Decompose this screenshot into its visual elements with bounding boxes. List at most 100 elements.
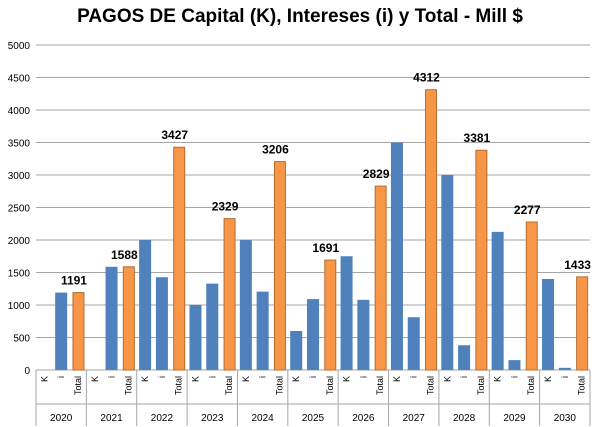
sub-category-label: Total [224, 376, 234, 395]
y-tick-label: 1500 [8, 269, 31, 280]
bar-i [458, 345, 471, 370]
data-label: 3427 [161, 128, 188, 142]
sub-category-label: Total [123, 376, 133, 395]
bar-k [542, 279, 555, 370]
sub-category-label: i [107, 376, 117, 378]
sub-category-label: Total [325, 376, 335, 395]
y-tick-label: 2500 [8, 204, 31, 215]
data-label: 1433 [564, 258, 591, 272]
data-label: 3381 [464, 131, 491, 145]
category-label: 2021 [100, 413, 123, 424]
y-tick-label: 500 [13, 334, 30, 345]
bar-i [357, 299, 370, 370]
bar-total [525, 221, 538, 371]
bar-i [155, 277, 168, 370]
sub-category-label: i [308, 376, 318, 378]
sub-category-label: K [392, 376, 402, 382]
sub-category-label: K [442, 376, 452, 382]
bar-i [256, 291, 269, 370]
bar-total [374, 185, 387, 371]
bar-i [307, 299, 319, 370]
category-label: 2024 [252, 413, 275, 424]
bar-total [273, 161, 286, 371]
bar-k [441, 175, 454, 370]
category-label: 2020 [50, 413, 73, 424]
bar-total [576, 276, 589, 371]
bar-i [105, 266, 118, 370]
data-label: 2829 [363, 167, 390, 181]
bar-i [55, 292, 68, 370]
sub-category-label: K [543, 376, 553, 382]
bar-total [72, 292, 85, 371]
bar-total [475, 149, 488, 371]
sub-category-label: i [157, 376, 167, 378]
data-label: 2329 [212, 200, 239, 214]
data-label: 3206 [262, 143, 289, 157]
data-label: 1691 [312, 241, 339, 255]
sub-category-label: Total [375, 376, 385, 395]
category-label: 2026 [352, 413, 375, 424]
sub-category-label: K [291, 376, 301, 382]
sub-category-label: K [190, 376, 200, 382]
bar-i [508, 360, 521, 370]
y-tick-label: 4500 [8, 74, 31, 85]
data-label: 2277 [514, 203, 541, 217]
sub-category-label: Total [274, 376, 284, 395]
bar-i [407, 317, 420, 370]
category-label: 2030 [554, 413, 577, 424]
category-label: 2028 [453, 413, 476, 424]
bar-k [390, 142, 403, 370]
sub-category-label: i [56, 376, 66, 378]
category-label: 2022 [151, 413, 174, 424]
sub-category-label: i [207, 376, 217, 378]
bar-total [122, 266, 135, 371]
bar-k [139, 240, 152, 370]
sub-category-label: K [493, 376, 503, 382]
data-label: 1191 [61, 274, 87, 288]
sub-category-label: i [409, 376, 419, 378]
sub-category-label: K [39, 376, 49, 382]
sub-category-label: i [358, 376, 368, 378]
sub-category-label: Total [174, 376, 184, 395]
chart-title: PAGOS DE Capital (K), Intereses (i) y To… [77, 6, 523, 27]
bar-i [558, 367, 571, 370]
y-tick-label: 5000 [8, 41, 31, 52]
category-label: 2029 [503, 413, 526, 424]
sub-category-label: Total [476, 376, 486, 395]
sub-category-label: i [459, 376, 469, 378]
category-label: 2025 [302, 413, 325, 424]
category-label: 2023 [201, 413, 224, 424]
sub-category-label: K [342, 376, 352, 382]
data-label: 1588 [111, 248, 138, 262]
sub-category-label: Total [73, 376, 83, 395]
sub-category-label: Total [577, 376, 587, 395]
bar-k [239, 240, 252, 370]
sub-category-label: i [509, 376, 519, 378]
sub-category-label: i [560, 376, 570, 378]
sub-category-label: K [90, 376, 100, 382]
bar-total [223, 218, 236, 371]
bar-k [491, 231, 504, 370]
y-tick-label: 4000 [8, 106, 31, 117]
sub-category-label: K [241, 376, 251, 382]
bar-k [340, 256, 353, 370]
sub-category-label: K [140, 376, 150, 382]
y-tick-label: 1000 [8, 301, 31, 312]
data-label: 4312 [413, 71, 440, 85]
bar-total [173, 146, 186, 371]
sub-category-label: Total [526, 376, 536, 395]
sub-category-label: i [258, 376, 268, 378]
bar-i [206, 283, 219, 370]
y-tick-label: 3000 [8, 171, 31, 182]
bar-total [425, 89, 438, 371]
bar-k [290, 331, 303, 370]
y-tick-label: 3500 [8, 139, 31, 150]
bar-total [324, 259, 337, 371]
bar-k [189, 305, 202, 370]
y-tick-label: 2000 [8, 236, 31, 247]
category-label: 2027 [403, 413, 426, 424]
y-tick-label: 0 [24, 366, 30, 377]
sub-category-label: Total [426, 376, 436, 395]
